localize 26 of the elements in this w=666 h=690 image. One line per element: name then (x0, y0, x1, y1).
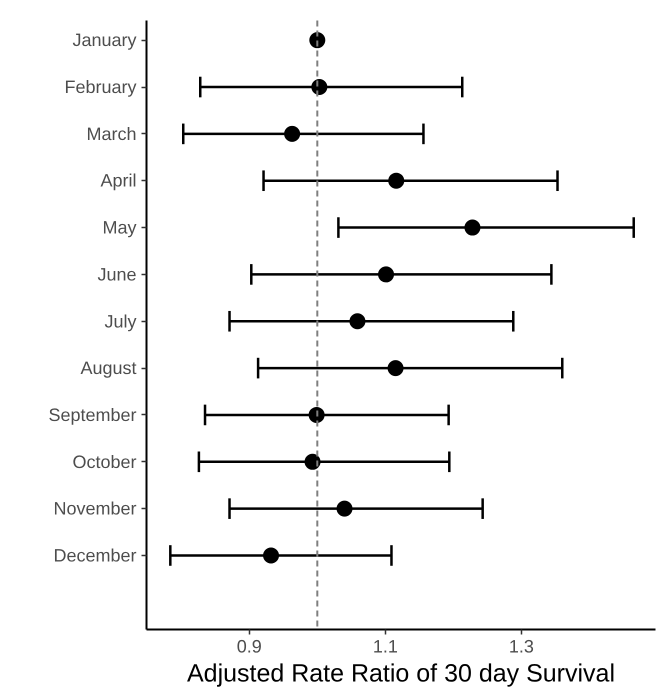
point (464, 220, 480, 236)
x-axis-title: Adjusted Rate Ratio of 30 day Survival (186, 660, 616, 688)
point (284, 126, 300, 142)
y-tick-label: September (48, 404, 137, 425)
y-tick-label: November (53, 498, 137, 519)
y-tick-label: July (104, 311, 137, 332)
y-tick-label: June (97, 264, 137, 284)
y-tick-label: August (80, 358, 137, 378)
point (388, 360, 404, 376)
point (308, 406, 325, 423)
point (349, 313, 366, 330)
y-tick-label: March (86, 124, 137, 144)
point (378, 266, 394, 282)
y-tick-label: January (72, 30, 137, 50)
y-tick-label: May (102, 218, 137, 238)
point (304, 454, 321, 470)
y-tick-label: April (100, 170, 137, 191)
y-tick-label: October (72, 452, 137, 472)
x-tick-label: 1.3 (508, 636, 534, 656)
point (263, 548, 280, 564)
x-tick-label: 1.1 (372, 636, 398, 656)
y-tick-label: December (53, 545, 137, 566)
x-tick-label: 0.9 (236, 636, 262, 656)
point (388, 172, 404, 189)
y-tick-label: February (64, 77, 137, 98)
point (336, 500, 353, 517)
